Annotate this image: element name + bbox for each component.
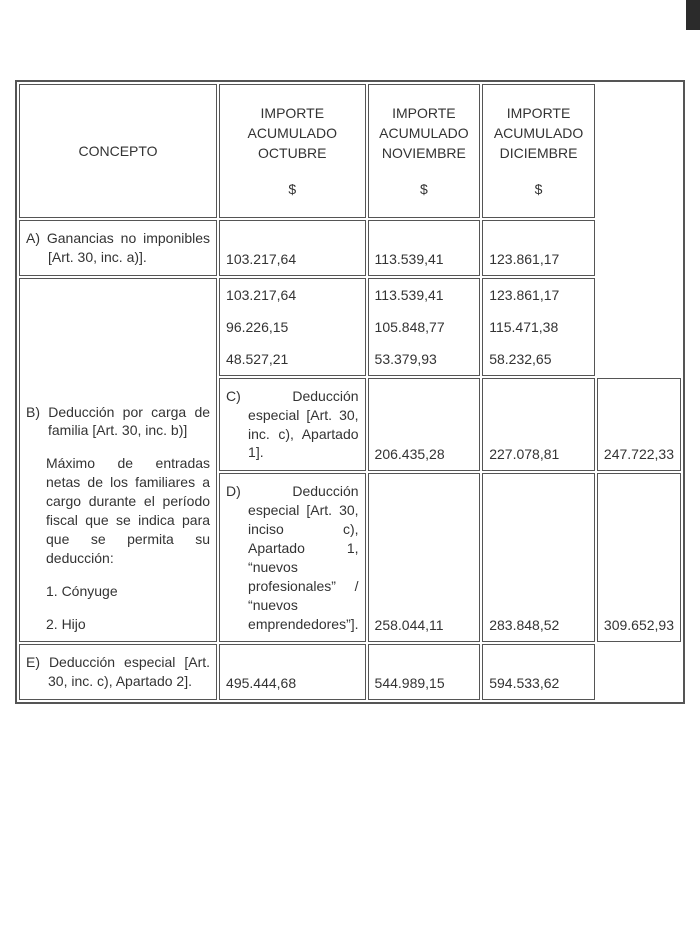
- value-cell: 113.539,41: [368, 220, 481, 276]
- header-octubre: IMPORTE ACUMULADO OCTUBRE $: [219, 84, 366, 218]
- value-cell: 258.044,11: [368, 473, 481, 642]
- concept-cell: D) Deducción especial [Art. 30, inciso c…: [219, 473, 366, 642]
- header-label: DICIEMBRE: [487, 145, 590, 161]
- header-label: NOVIEMBRE: [373, 145, 476, 161]
- value-cell: 103.217,64 96.226,15 48.527,21: [219, 278, 366, 376]
- header-label: CONCEPTO: [78, 143, 157, 159]
- concept-text: E) Deducción especial [Art. 30, inc. c),…: [26, 653, 210, 691]
- currency-symbol: $: [288, 181, 296, 197]
- concept-cell: B) Deducción por carga de familia [Art. …: [19, 278, 217, 643]
- value-cell: 247.722,33: [597, 378, 681, 472]
- header-diciembre: IMPORTE ACUMULADO DICIEMBRE $: [482, 84, 595, 218]
- value-cell: 309.652,93: [597, 473, 681, 642]
- value-cell: 283.848,52: [482, 473, 595, 642]
- header-label: ACUMULADO: [373, 125, 476, 141]
- header-label: ACUMULADO: [224, 125, 361, 141]
- value-cell: 123.861,17: [482, 220, 595, 276]
- value-cell: 103.217,64: [219, 220, 366, 276]
- header-noviembre: IMPORTE ACUMULADO NOVIEMBRE $: [368, 84, 481, 218]
- document-page: CONCEPTO IMPORTE ACUMULADO OCTUBRE $ IMP…: [0, 0, 700, 950]
- table-row: E) Deducción especial [Art. 30, inc. c),…: [19, 644, 681, 700]
- table-row: A) Ganancias no imponibles [Art. 30, inc…: [19, 220, 681, 276]
- header-label: OCTUBRE: [224, 145, 361, 161]
- concept-cell: A) Ganancias no imponibles [Art. 30, inc…: [19, 220, 217, 276]
- header-concepto: CONCEPTO: [19, 84, 217, 218]
- table-row: B) Deducción por carga de familia [Art. …: [19, 278, 681, 376]
- value-cell: 594.533,62: [482, 644, 595, 700]
- concept-text: C) Deducción especial [Art. 30, inc. c),…: [226, 387, 359, 463]
- concept-text: B) Deducción por carga de familia [Art. …: [26, 403, 210, 441]
- value-cell: 123.861,17 115.471,38 58.232,65: [482, 278, 595, 376]
- value-cell: 113.539,41 105.848,77 53.379,93: [368, 278, 481, 376]
- concept-cell: E) Deducción especial [Art. 30, inc. c),…: [19, 644, 217, 700]
- value-cell: 495.444,68: [219, 644, 366, 700]
- concept-item: 2. Hijo: [26, 615, 210, 634]
- value-cell: 206.435,28: [368, 378, 481, 472]
- header-label: IMPORTE: [224, 105, 361, 121]
- tax-deduction-table: CONCEPTO IMPORTE ACUMULADO OCTUBRE $ IMP…: [15, 80, 685, 704]
- concept-text: D) Deducción especial [Art. 30, inciso c…: [226, 482, 359, 633]
- header-label: ACUMULADO: [487, 125, 590, 141]
- header-label: IMPORTE: [487, 105, 590, 121]
- concept-cell: C) Deducción especial [Art. 30, inc. c),…: [219, 378, 366, 472]
- concept-item: 1. Cónyuge: [26, 582, 210, 601]
- header-label: IMPORTE: [373, 105, 476, 121]
- currency-symbol: $: [420, 181, 428, 197]
- table-header-row: CONCEPTO IMPORTE ACUMULADO OCTUBRE $ IMP…: [19, 84, 681, 218]
- concept-text: A) Ganancias no imponibles [Art. 30, inc…: [26, 229, 210, 267]
- currency-symbol: $: [535, 181, 543, 197]
- page-corner-mark: [686, 0, 700, 30]
- value-cell: 544.989,15: [368, 644, 481, 700]
- concept-subtext: Máximo de entradas netas de los familiar…: [26, 454, 210, 567]
- value-cell: 227.078,81: [482, 378, 595, 472]
